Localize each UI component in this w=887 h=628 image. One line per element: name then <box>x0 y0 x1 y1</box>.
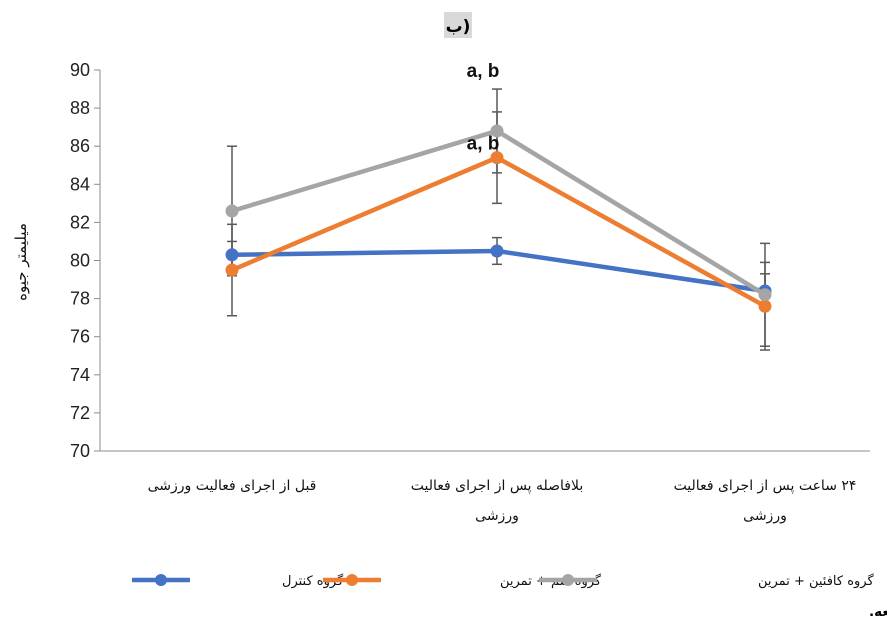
legend-marker <box>346 574 358 586</box>
x-category-label: ۲۴ ساعت پس از اجرای فعالیت <box>674 478 857 494</box>
y-tick-label: 70 <box>70 441 90 461</box>
series-line <box>232 158 765 307</box>
y-tick-label: 76 <box>70 327 90 347</box>
significance-annotation: a, b <box>467 134 500 155</box>
data-point <box>226 204 239 217</box>
y-tick-label: 82 <box>70 212 90 232</box>
x-category-label: قبل از اجرای فعالیت ورزشی <box>148 478 317 494</box>
data-point <box>759 300 772 313</box>
y-tick-label: 80 <box>70 251 90 271</box>
y-tick-label: 78 <box>70 289 90 309</box>
x-category-label: ورزشی <box>743 508 787 524</box>
figure-caption: نمودار ۲. مقادیر میانگین فشار خون سیستول… <box>869 603 887 620</box>
y-tick-label: 84 <box>70 174 90 194</box>
legend-marker <box>155 574 167 586</box>
y-axis-label-group: میلیمتر جیوه <box>12 223 30 301</box>
y-tick-label: 90 <box>70 60 90 80</box>
data-point <box>226 264 239 277</box>
x-category-label: ورزشی <box>475 508 519 524</box>
axes: 70 72 74 76 78 80 82 84 86 88 90 قبل از اجرای فعالی… <box>70 60 870 524</box>
y-tick-label: 86 <box>70 136 90 156</box>
y-tick-label: 72 <box>70 403 90 423</box>
panel-label: ب) <box>446 17 471 37</box>
legend-marker <box>562 574 574 586</box>
y-axis-label: میلیمتر جیوه <box>12 223 30 301</box>
legend-label: گروه کافئین + تمرین <box>758 573 874 589</box>
significance-annotation: a, b <box>467 61 500 82</box>
x-category-label: بلافاصله پس از اجرای فعالیت <box>411 478 584 494</box>
y-tick-label: 74 <box>70 365 90 385</box>
data-point <box>491 244 504 257</box>
y-tick-label: 88 <box>70 98 90 118</box>
series-marks: a, b a, b <box>226 61 772 350</box>
data-point <box>226 248 239 261</box>
data-point <box>759 288 772 301</box>
